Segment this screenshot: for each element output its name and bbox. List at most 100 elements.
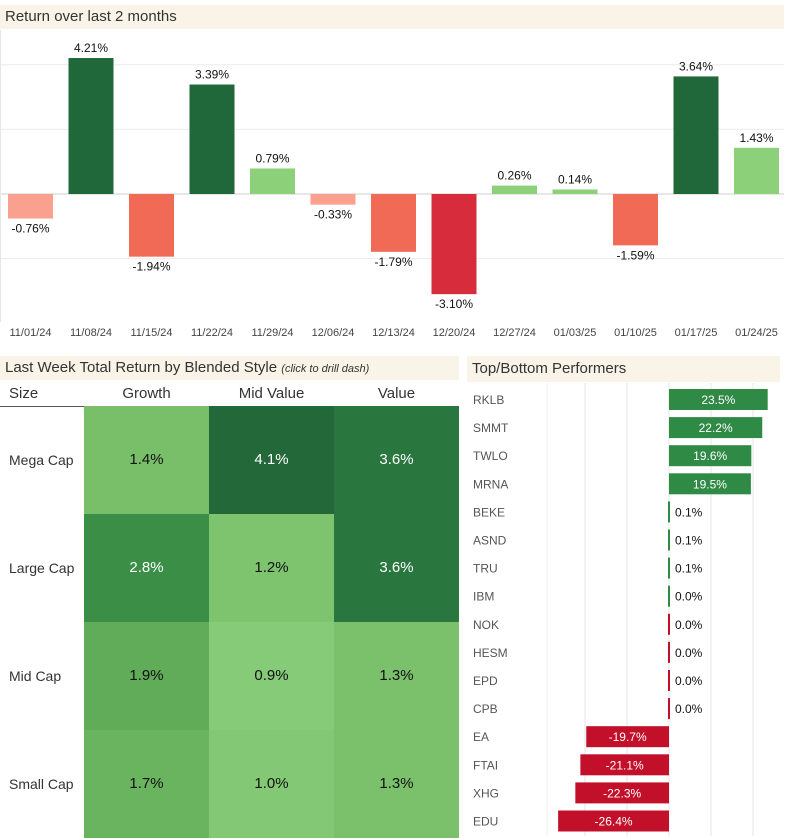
bar-data-label: 1.43% xyxy=(739,131,773,145)
heatmap-row-mega-cap: Mega Cap 1.4% 4.1% 3.6% xyxy=(0,406,459,514)
performer-bar[interactable] xyxy=(668,501,670,523)
heatmap-row-label: Large Cap xyxy=(9,560,75,576)
performer-ticker: XHG xyxy=(473,786,499,800)
performer-value-label: 0.0% xyxy=(675,674,703,688)
performer-value-label: 0.1% xyxy=(675,562,703,576)
heatmap-row-label: Small Cap xyxy=(9,776,74,792)
bar-data-label: -0.76% xyxy=(11,222,49,236)
performer-ticker: FTAI xyxy=(473,758,498,772)
heatmap-col-mid-value: Mid Value xyxy=(238,385,305,402)
heatmap-cell[interactable]: 1.4% xyxy=(84,406,209,514)
performer-bar[interactable] xyxy=(668,698,670,720)
return-bar[interactable] xyxy=(189,84,235,194)
performer-ticker: SMMT xyxy=(473,421,509,435)
performer-value-label: 0.0% xyxy=(675,618,703,632)
bar-data-label: 0.26% xyxy=(497,169,531,183)
performer-value-label: -21.1% xyxy=(606,758,644,772)
heatmap-cell[interactable]: 1.9% xyxy=(84,622,209,730)
performer-bar[interactable] xyxy=(668,613,670,635)
performer-bar[interactable] xyxy=(575,782,669,804)
performer-bar[interactable] xyxy=(580,754,669,776)
return-bar[interactable] xyxy=(68,58,114,194)
performer-ticker: CPB xyxy=(473,702,498,716)
performer-bar[interactable] xyxy=(668,557,670,579)
heatmap-cell[interactable]: 1.7% xyxy=(84,730,209,838)
return-bar[interactable] xyxy=(8,194,53,219)
return-bar[interactable] xyxy=(673,76,719,194)
performer-value-label: 0.0% xyxy=(675,590,703,604)
return-bar[interactable] xyxy=(613,194,658,246)
return-bar[interactable] xyxy=(734,147,779,194)
performer-bar[interactable] xyxy=(669,389,768,410)
bar-data-label: 0.14% xyxy=(558,172,592,186)
performer-bar[interactable] xyxy=(669,473,751,495)
return-bar[interactable] xyxy=(129,194,174,257)
performer-bar[interactable] xyxy=(668,670,670,691)
performer-value-label: 19.6% xyxy=(693,449,727,463)
performer-ticker: NOK xyxy=(473,618,499,632)
bar-data-label: -1.94% xyxy=(132,260,170,274)
heatmap-cell[interactable]: 1.3% xyxy=(334,730,459,838)
return-bar[interactable] xyxy=(552,189,598,194)
heatmap-row-label: Mid Cap xyxy=(9,668,62,684)
heatmap-header: Size Growth Mid Value Value xyxy=(0,382,459,407)
performer-ticker: HESM xyxy=(473,646,508,660)
heatmap-cell[interactable]: 2.8% xyxy=(84,514,209,622)
performer-value-label: 19.5% xyxy=(693,477,727,491)
x-tick-label: 01/24/25 xyxy=(735,327,778,339)
heatmap-cell[interactable]: 0.9% xyxy=(209,622,334,730)
performer-ticker: MRNA xyxy=(473,477,508,491)
style-heatmap-title[interactable]: Last Week Total Return by Blended Style … xyxy=(0,356,459,380)
performer-bar[interactable] xyxy=(668,585,670,607)
performer-bar[interactable] xyxy=(668,641,670,663)
heatmap-row-small-cap: Small Cap 1.7% 1.0% 1.3% xyxy=(0,730,459,838)
x-tick-label: 12/20/24 xyxy=(433,327,476,339)
return-bar[interactable] xyxy=(310,194,356,205)
heatmap-cell[interactable]: 3.6% xyxy=(334,514,459,622)
x-tick-label: 01/17/25 xyxy=(675,327,718,339)
x-tick-label: 01/10/25 xyxy=(614,327,657,339)
bar-data-label: -1.79% xyxy=(374,255,412,269)
performer-value-label: -26.4% xyxy=(595,815,633,829)
heatmap-col-value: Value xyxy=(377,385,416,402)
return-bar[interactable] xyxy=(371,194,416,252)
performer-ticker: IBM xyxy=(473,590,494,604)
performer-ticker: BEKE xyxy=(473,505,505,519)
performer-bar[interactable] xyxy=(669,445,752,467)
bar-data-label: 3.64% xyxy=(679,59,713,73)
heatmap-cell[interactable]: 3.6% xyxy=(334,406,459,514)
x-tick-label: 11/29/24 xyxy=(251,327,293,339)
performer-value-label: 23.5% xyxy=(701,393,735,407)
heatmap-row-label: Mega Cap xyxy=(9,452,74,468)
performer-ticker: TRU xyxy=(473,562,498,576)
performers-title: Top/Bottom Performers xyxy=(467,356,780,382)
x-tick-label: 12/27/24 xyxy=(493,327,536,339)
heatmap-cell[interactable]: 1.3% xyxy=(334,622,459,730)
x-tick-label: 11/22/24 xyxy=(191,327,233,339)
performers-bar-chart: RKLB 23.5% SMMT 22.2% TWLO 19.6% MRNA 19.5% BEKE… xyxy=(473,383,768,836)
bar-data-label: 3.39% xyxy=(195,68,229,82)
heatmap-row-large-cap: Large Cap 2.8% 1.2% 3.6% xyxy=(0,514,459,622)
return-bar[interactable] xyxy=(492,185,537,194)
style-heatmap-title-text: Last Week Total Return by Blended Style xyxy=(5,359,278,376)
heatmap-cell[interactable]: 1.2% xyxy=(209,514,334,622)
performer-ticker: EDU xyxy=(473,815,498,829)
x-tick-label: 12/13/24 xyxy=(372,327,415,339)
performer-bar[interactable] xyxy=(558,810,669,832)
performer-bar[interactable] xyxy=(668,529,670,551)
heatmap-cell[interactable]: 4.1% xyxy=(209,406,334,514)
returns-bar-chart: -0.76% 11/01/24 4.21% 11/08/24 -1.94% 11/15/2… xyxy=(0,30,784,339)
heatmap-cell[interactable]: 1.0% xyxy=(209,730,334,838)
bar-data-label: -3.10% xyxy=(435,297,473,311)
returns-chart-title: Return over last 2 months xyxy=(0,5,784,29)
performer-bar[interactable] xyxy=(669,417,763,439)
bar-data-label: 4.21% xyxy=(74,41,108,55)
return-bar[interactable] xyxy=(431,194,477,295)
performer-ticker: EA xyxy=(473,730,489,744)
return-bar[interactable] xyxy=(250,168,295,194)
x-tick-label: 11/08/24 xyxy=(70,327,112,339)
performer-value-label: 0.0% xyxy=(675,702,703,716)
performer-bar[interactable] xyxy=(586,726,669,748)
performer-ticker: RKLB xyxy=(473,393,504,407)
x-tick-label: 11/01/24 xyxy=(9,327,51,339)
